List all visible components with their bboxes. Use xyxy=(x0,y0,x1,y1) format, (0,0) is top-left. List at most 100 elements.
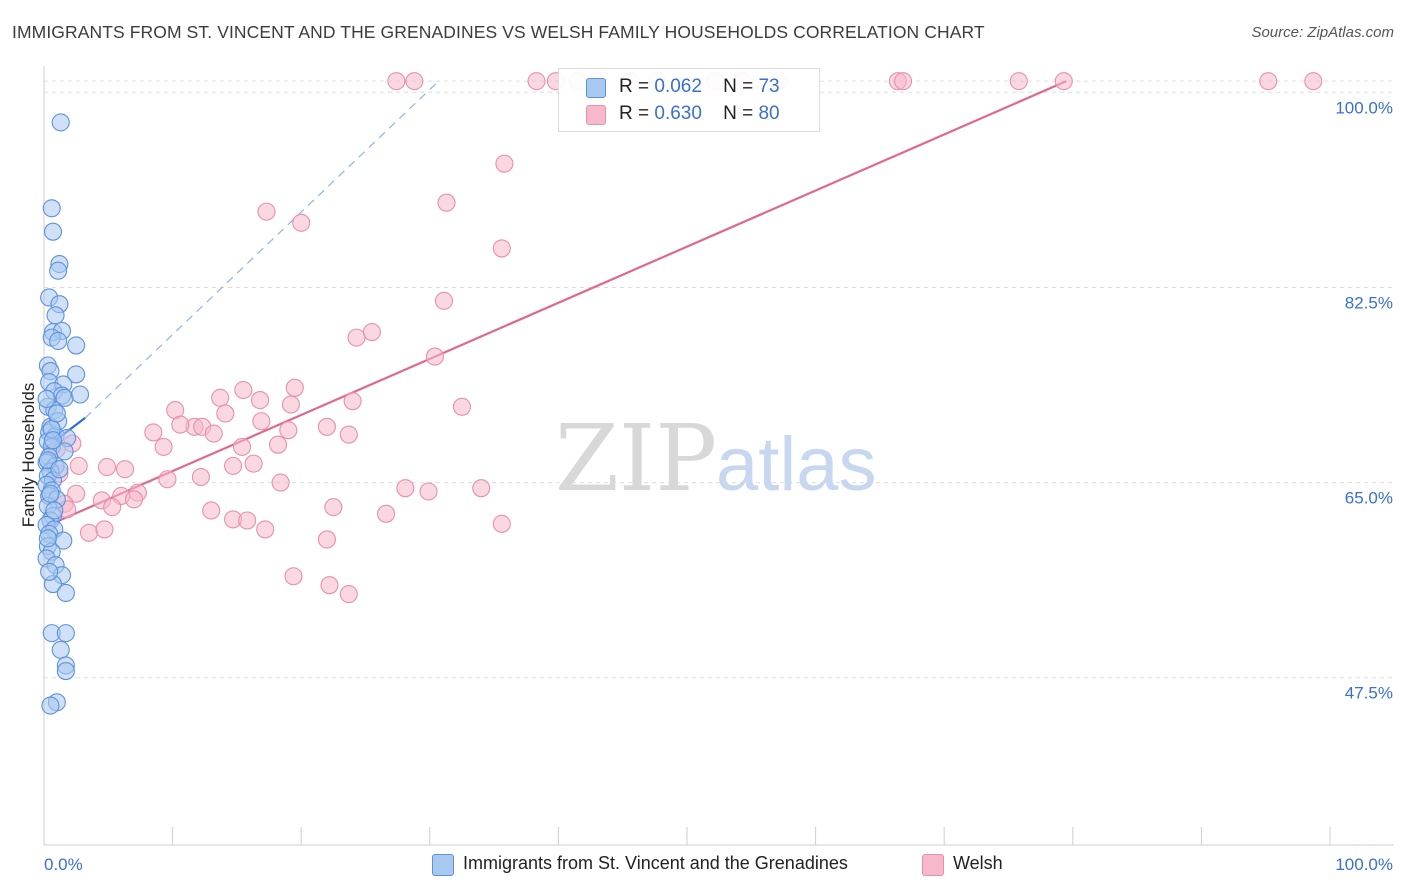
data-point-pink xyxy=(69,456,88,475)
data-point-pink xyxy=(67,484,86,503)
r-label: R = xyxy=(619,103,650,124)
data-point-pink xyxy=(317,417,336,436)
data-point-blue xyxy=(56,583,75,603)
data-point-pink xyxy=(95,520,114,539)
data-point-pink xyxy=(97,457,117,477)
data-point-pink xyxy=(434,291,453,310)
data-point-blue xyxy=(40,562,59,581)
data-point-pink xyxy=(238,511,257,530)
data-point-pink xyxy=(1259,72,1278,91)
legend-swatch-blue xyxy=(432,854,454,876)
data-point-pink xyxy=(211,388,230,407)
data-point-pink xyxy=(124,490,144,509)
data-point-blue xyxy=(49,331,68,351)
r-label: R = xyxy=(619,76,650,97)
data-point-pink xyxy=(377,504,396,523)
data-point-blue xyxy=(51,640,70,659)
data-point-blue xyxy=(67,336,86,355)
x-tick-label: 0.0% xyxy=(44,855,83,874)
legend-stats-row-immigrants: R = 0.062 N = 73 xyxy=(559,74,819,100)
data-point-pink xyxy=(1304,72,1323,91)
data-point-pink xyxy=(320,576,339,595)
data-point-blue xyxy=(67,365,86,384)
data-point-pink xyxy=(347,328,366,347)
legend-swatch-blue xyxy=(586,78,606,98)
data-point-pink xyxy=(223,456,243,475)
points-layer xyxy=(37,72,1323,715)
data-point-pink xyxy=(396,479,415,498)
data-point-pink xyxy=(204,424,223,443)
trend-line-extension-0 xyxy=(84,82,437,419)
data-point-pink xyxy=(271,473,290,492)
data-point-pink xyxy=(158,470,177,489)
data-point-blue xyxy=(49,261,68,280)
data-point-pink xyxy=(387,72,406,91)
grid-layer xyxy=(44,80,1394,679)
data-point-blue xyxy=(50,460,69,479)
data-point-pink xyxy=(191,467,210,487)
legend-swatch-pink xyxy=(586,105,606,125)
data-point-pink xyxy=(343,392,362,411)
data-point-blue xyxy=(41,696,60,715)
data-point-pink xyxy=(284,567,303,586)
data-point-pink xyxy=(256,520,275,539)
data-point-blue xyxy=(43,222,63,241)
data-point-pink xyxy=(324,498,343,517)
data-point-pink xyxy=(893,72,913,91)
legend-stats-row-welsh: R = 0.630 N = 80 xyxy=(559,101,819,127)
y-axis-label: Family Households xyxy=(19,383,38,528)
data-point-blue xyxy=(37,389,56,409)
watermark-atlas: atlas xyxy=(716,422,877,507)
y-tick-label: 82.5% xyxy=(1345,293,1393,312)
n-value-immigrants: 73 xyxy=(758,76,780,97)
data-point-pink xyxy=(292,213,311,232)
data-point-pink xyxy=(495,154,514,173)
data-point-pink xyxy=(154,437,173,456)
data-point-pink xyxy=(171,415,190,434)
trend-line-1 xyxy=(43,80,1067,529)
data-point-blue xyxy=(70,385,90,404)
data-point-blue xyxy=(38,529,57,548)
r-value-welsh: 0.630 xyxy=(654,103,702,124)
legend-label-immigrants: Immigrants from St. Vincent and the Gren… xyxy=(463,853,848,873)
legend-series: Immigrants from St. Vincent and the Gren… xyxy=(0,852,1406,878)
source-label: Source: ZipAtlas.com xyxy=(1251,24,1394,41)
data-point-pink xyxy=(1009,72,1028,91)
y-tick-label: 65.0% xyxy=(1345,489,1393,508)
data-point-pink xyxy=(79,523,99,542)
watermark: ZIP atlas xyxy=(555,405,877,512)
data-point-pink xyxy=(216,404,235,423)
data-point-pink xyxy=(492,239,511,258)
data-point-pink xyxy=(339,425,358,444)
data-point-pink xyxy=(244,454,263,473)
n-label: N = xyxy=(723,103,754,124)
chart-title: IMMIGRANTS FROM ST. VINCENT AND THE GREN… xyxy=(12,22,985,42)
legend-stats: R = 0.062 N = 73 R = 0.630 N = 80 xyxy=(558,68,820,132)
data-point-blue xyxy=(43,431,63,450)
n-value-welsh: 80 xyxy=(758,103,780,124)
x-tick-label: 100.0% xyxy=(1335,855,1393,874)
data-point-blue xyxy=(47,404,66,423)
data-point-pink xyxy=(1054,72,1073,91)
data-point-pink xyxy=(317,530,336,549)
legend-swatch-pink xyxy=(922,854,944,876)
data-point-pink xyxy=(103,498,122,517)
data-point-blue xyxy=(56,624,75,643)
n-label: N = xyxy=(723,76,754,97)
data-point-blue xyxy=(46,306,65,325)
legend-label-welsh: Welsh xyxy=(953,853,1003,873)
data-point-pink xyxy=(144,423,163,442)
r-value-immigrants: 0.062 xyxy=(654,76,702,97)
data-point-pink xyxy=(202,501,221,520)
data-point-pink xyxy=(252,412,271,431)
watermark-zip: ZIP xyxy=(555,405,717,512)
y-tick-label: 47.5% xyxy=(1345,684,1393,703)
data-point-pink xyxy=(232,437,252,456)
data-point-blue xyxy=(56,661,75,681)
data-point-pink xyxy=(425,347,444,366)
data-point-blue xyxy=(51,113,70,132)
data-point-pink xyxy=(405,72,424,91)
data-point-blue xyxy=(45,501,64,520)
data-point-pink xyxy=(362,323,381,342)
data-point-pink xyxy=(452,397,472,416)
